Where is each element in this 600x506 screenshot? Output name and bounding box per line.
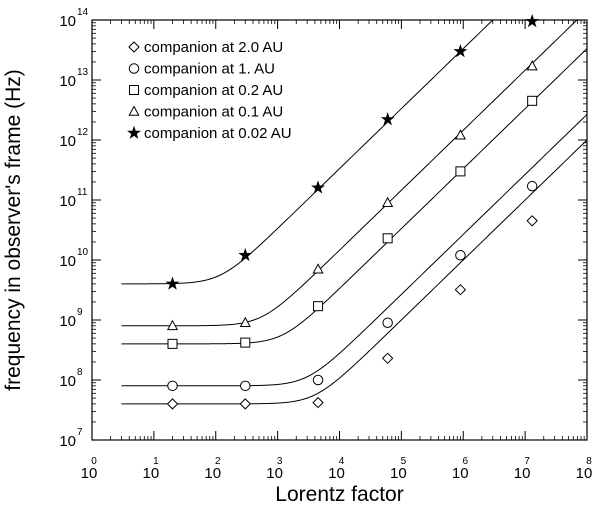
x-tick-exponent: 3: [277, 456, 283, 467]
circle-marker: [526, 180, 538, 192]
series-line: [121, 20, 578, 327]
x-tick-exponent: 8: [586, 456, 592, 467]
diamond-marker: [166, 398, 179, 410]
y-tick-exponent: 11: [77, 187, 88, 198]
x-tick-label: 10: [390, 465, 407, 482]
triangle-marker: [239, 316, 251, 327]
y-tick-exponent: 13: [77, 67, 89, 78]
triangle-marker: [128, 105, 140, 116]
series-line: [121, 48, 587, 345]
y-tick-exponent: 14: [77, 7, 89, 18]
y-tick-label: 10: [59, 313, 76, 330]
legend-label: companion at 2.0 AU: [144, 39, 283, 56]
triangle-marker: [312, 263, 324, 274]
triangle-marker: [166, 319, 179, 331]
legend-label: companion at 1. AU: [144, 61, 275, 78]
star-marker: [127, 125, 141, 139]
y-tick-label: 10: [59, 253, 76, 270]
star-marker: [238, 247, 253, 262]
x-tick-label: 10: [266, 465, 283, 482]
x-tick-label: 10: [452, 465, 469, 482]
square-marker: [129, 85, 139, 95]
circle-marker: [312, 374, 324, 386]
diamond-marker: [526, 215, 538, 227]
x-tick-label: 10: [81, 465, 98, 482]
series-line: [121, 20, 494, 285]
x-tick-label: 10: [514, 465, 531, 482]
x-tick-exponent: 6: [462, 456, 468, 467]
x-tick-exponent: 2: [215, 456, 221, 467]
x-tick-exponent: 5: [401, 456, 407, 467]
series-line: [121, 114, 587, 387]
x-tick-label: 10: [576, 465, 593, 482]
y-tick-label: 10: [59, 193, 76, 210]
diamond-marker: [454, 283, 467, 296]
star-marker: [525, 14, 540, 28]
y-tick-exponent: 7: [77, 427, 83, 438]
x-tick-exponent: 1: [153, 456, 159, 467]
diamond-marker: [381, 352, 394, 365]
circle-marker: [167, 380, 178, 392]
circle-marker: [128, 63, 140, 74]
x-tick-exponent: 4: [339, 456, 345, 467]
diamond-marker: [128, 41, 140, 53]
star-marker: [165, 276, 180, 290]
y-tick-label: 10: [59, 13, 76, 30]
legend-label: companion at 0.2 AU: [144, 82, 283, 99]
y-tick-exponent: 9: [77, 307, 83, 318]
y-axis-title: frequency in observer's frame (Hz): [2, 69, 25, 390]
y-tick-exponent: 10: [77, 247, 89, 258]
x-axis-title: Lorentz factor: [275, 483, 403, 506]
x-tick-exponent: 7: [524, 456, 530, 467]
series-curves: [121, 20, 587, 405]
star-marker: [311, 180, 325, 194]
diamond-marker: [312, 396, 324, 409]
circle-marker: [240, 380, 251, 392]
y-tick-label: 10: [59, 133, 76, 150]
legend-label: companion at 0.1 AU: [144, 104, 283, 121]
star-marker: [380, 112, 395, 126]
triangle-marker: [526, 60, 538, 71]
legend-label: companion at 0.02 AU: [144, 125, 292, 142]
diamond-marker: [239, 398, 251, 410]
square-marker: [455, 166, 466, 177]
axes: 1001011021031041051061071081071081091010…: [59, 7, 592, 482]
triangle-marker: [382, 196, 394, 207]
legend: companion at 2.0 AU companion at 1. AU com…: [127, 39, 292, 142]
circle-marker: [455, 249, 466, 261]
y-tick-label: 10: [59, 433, 76, 450]
y-tick-label: 10: [59, 73, 76, 90]
square-marker: [313, 301, 324, 312]
square-marker: [382, 233, 393, 244]
x-tick-label: 10: [328, 465, 345, 482]
x-tick-label: 10: [204, 465, 221, 482]
triangle-marker: [454, 129, 467, 140]
circle-marker: [382, 317, 393, 328]
series-markers: [165, 14, 540, 410]
square-marker: [527, 95, 538, 106]
y-tick-exponent: 8: [77, 367, 83, 378]
series-line: [121, 139, 587, 405]
square-marker: [240, 337, 251, 348]
x-tick-exponent: 0: [91, 456, 97, 467]
x-tick-label: 10: [143, 465, 160, 482]
y-tick-label: 10: [59, 373, 76, 390]
star-marker: [453, 44, 468, 58]
y-tick-exponent: 12: [77, 127, 89, 138]
square-marker: [167, 338, 178, 349]
